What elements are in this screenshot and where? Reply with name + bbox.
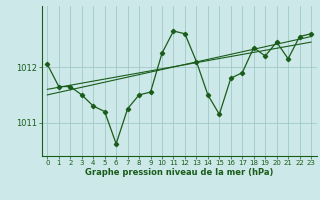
X-axis label: Graphe pression niveau de la mer (hPa): Graphe pression niveau de la mer (hPa) — [85, 168, 273, 177]
